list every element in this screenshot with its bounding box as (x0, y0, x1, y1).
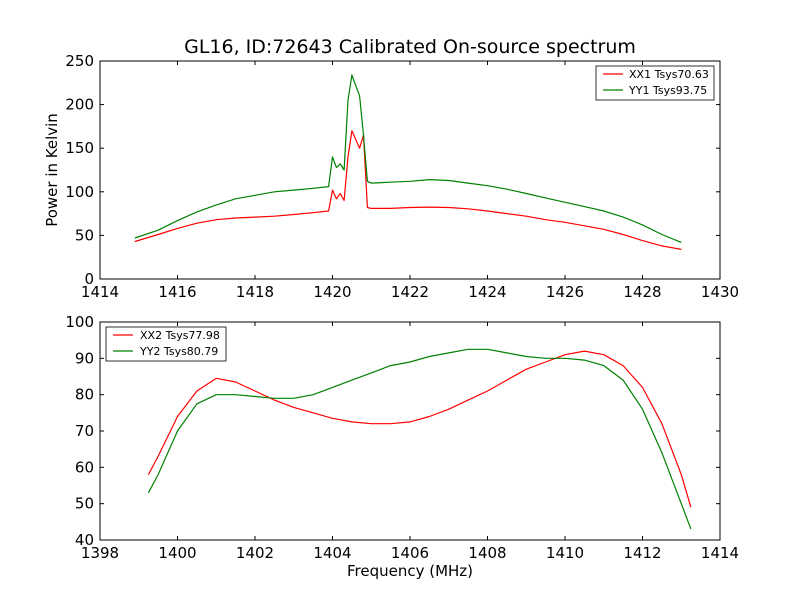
x-tick-label: 1418 (236, 283, 274, 301)
bottom-legend-label-yy2: YY2 Tsys80.79 (139, 345, 218, 358)
y-tick-label: 150 (65, 139, 94, 157)
y-tick-label: 60 (75, 458, 94, 476)
top-panel-frame (99, 60, 721, 280)
y-tick-label: 100 (65, 183, 94, 201)
y-tick-label: 40 (75, 531, 94, 549)
x-tick-label: 1404 (313, 544, 351, 562)
x-tick-label: 1400 (158, 544, 196, 562)
series-line-yy2 (147, 348, 692, 530)
x-tick-label: 1424 (468, 283, 506, 301)
x-tick-label: 1402 (236, 544, 274, 562)
top-y-axis-label: Power in Kelvin (43, 113, 61, 227)
y-tick-label: 80 (75, 386, 94, 404)
series-line-xx1 (134, 130, 682, 250)
series-line-xx2 (147, 350, 692, 508)
x-tick-label: 1414 (81, 283, 119, 301)
x-tick-label: 1398 (81, 544, 119, 562)
y-tick-label: 200 (65, 96, 94, 114)
x-tick-label: 1422 (391, 283, 429, 301)
x-tick-label: 1416 (158, 283, 196, 301)
top-legend-label-xx1: XX1 Tsys70.63 (629, 68, 709, 81)
x-tick-label: 1426 (546, 283, 584, 301)
y-tick-label: 90 (75, 349, 94, 367)
y-tick-label: 50 (75, 226, 94, 244)
y-tick-label: 70 (75, 422, 94, 440)
top-panel-ticks: 1414 1416 1418 1420 1422 1424 1426 1428 1430 0 50 1… (65, 52, 739, 301)
x-tick-label: 1412 (623, 544, 661, 562)
series-line-yy1 (134, 74, 682, 243)
y-tick-label: 100 (65, 313, 94, 331)
bottom-legend-box (105, 326, 227, 362)
top-panel-series (134, 74, 682, 250)
top-legend-label-yy1: YY1 Tsys93.75 (628, 84, 707, 97)
top-legend-box (595, 65, 715, 101)
x-tick-label: 1420 (313, 283, 351, 301)
bottom-legend-label-xx2: XX2 Tsys77.98 (140, 329, 220, 342)
x-tick-label: 1414 (701, 544, 739, 562)
bottom-panel-ticks: 1398 1400 1402 1404 1406 1408 1410 1412 1414 40 50… (65, 313, 739, 562)
x-tick-label: 1430 (701, 283, 739, 301)
bottom-legend: XX2 Tsys77.98 YY2 Tsys80.79 (105, 326, 227, 362)
chart-title: GL16, ID:72643 Calibrated On-source spec… (184, 36, 636, 58)
top-panel: 1414 1416 1418 1420 1422 1424 1426 1428 1430 0 50 1… (43, 52, 739, 301)
y-tick-label: 250 (65, 52, 94, 70)
x-tick-label: 1408 (468, 544, 506, 562)
x-tick-label: 1406 (391, 544, 429, 562)
bottom-panel: 1398 1400 1402 1404 1406 1408 1410 1412 1414 40 50… (65, 313, 739, 580)
x-tick-label: 1410 (546, 544, 584, 562)
bottom-panel-frame (99, 321, 721, 541)
top-legend: XX1 Tsys70.63 YY1 Tsys93.75 (595, 65, 715, 101)
bottom-panel-series (147, 348, 692, 530)
x-tick-label: 1428 (623, 283, 661, 301)
bottom-x-axis-label: Frequency (MHz) (347, 562, 473, 580)
y-tick-label: 50 (75, 495, 94, 513)
y-tick-label: 0 (84, 270, 94, 288)
